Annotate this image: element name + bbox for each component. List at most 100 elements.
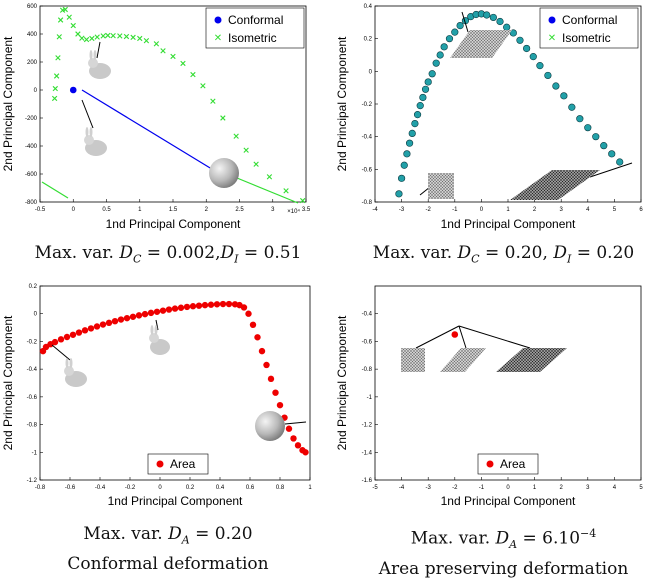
x-axis-label: 1nd Principal Component (108, 494, 243, 508)
data-point-conformal (608, 150, 616, 158)
data-point-area (219, 300, 227, 308)
data-point-conformal (600, 142, 608, 150)
x-axis-label: 1nd Principal Component (441, 494, 576, 508)
data-point-isometric (170, 53, 176, 60)
x-tick-label: 2 (205, 207, 209, 213)
x-tick-label: 0 (506, 485, 510, 491)
y-axis-label: 2nd Principal Component (1, 315, 15, 450)
x-tick-label: 3 (271, 207, 275, 213)
data-point-isometric (117, 33, 123, 39)
y-tick-label: -0.4 (362, 135, 373, 141)
data-point-conformal (428, 70, 436, 78)
data-point-conformal (424, 78, 432, 86)
data-point-isometric (105, 32, 111, 39)
data-point-isometric (180, 60, 186, 67)
data-point-isometric (94, 34, 100, 40)
data-point-conformal (416, 102, 424, 110)
bunny-illustration (149, 325, 170, 355)
data-point-area (141, 310, 149, 318)
panel-bottom-left: -0.8 -0.6 -0.4 -0.2 0 0.2 0.4 0.6 0.8 1 0.2 0 -0.2 -0… (1, 284, 312, 508)
y-tick-label: -1.4 (362, 450, 373, 456)
y-tick-label: -0.2 (27, 339, 38, 345)
data-point-area (272, 389, 279, 396)
data-point-conformal (483, 11, 491, 19)
data-point-isometric (57, 17, 64, 23)
connector-line (415, 325, 460, 349)
data-point-conformal (552, 82, 560, 90)
x-tick-label: 0.6 (246, 485, 255, 491)
legend: Area (147, 453, 209, 475)
data-point-conformal (395, 190, 403, 198)
data-point-area (183, 303, 191, 311)
data-marks (451, 331, 459, 338)
y-axis-label: 2nd Principal Component (335, 315, 349, 450)
data-point-conformal (456, 22, 464, 30)
data-marks (51, 6, 306, 204)
data-point-isometric (62, 6, 68, 13)
y-tick-label: -600 (25, 172, 38, 178)
data-point-isometric (83, 36, 90, 43)
data-point-area (93, 323, 101, 330)
x-tick-label: -1 (452, 207, 458, 213)
y-tick-label: -0.6 (362, 339, 373, 345)
data-marks (395, 10, 624, 198)
data-point-area (111, 317, 119, 325)
x-tick-label: 1 (506, 207, 510, 213)
data-point-conformal (440, 43, 448, 51)
x-tick-label: -0.5 (35, 207, 46, 213)
caption-bottom-left: Max. var. DA = 0.20 Conformal deformatio… (67, 524, 269, 575)
connector-line (96, 41, 101, 59)
data-point-isometric (51, 95, 58, 102)
y-tick-label: 600 (27, 4, 38, 10)
connector-line (51, 344, 71, 361)
data-point-area (99, 321, 107, 328)
y-tick-label: -400 (25, 144, 38, 150)
x-tick-label: -4 (399, 485, 405, 491)
data-point-area (135, 312, 143, 319)
data-point-conformal (576, 115, 584, 123)
x-axis-label: 1nd Principal Component (441, 217, 576, 231)
x-exponent-label: ×10⁴ (287, 208, 300, 215)
data-point-conformal (403, 150, 411, 158)
x-tick-label: 1.5 (169, 207, 178, 213)
legend-entry-area: Area (170, 457, 196, 471)
y-tick-label: 0 (34, 312, 38, 318)
legend-marker-area (156, 460, 164, 468)
data-point-area (165, 306, 173, 313)
axis-ticks: -0.8 -0.6 -0.4 -0.2 0 0.2 0.4 0.6 0.8 1 0.2 0 -0.2 -0… (27, 284, 313, 491)
bunny-illustration (88, 50, 111, 79)
legend-marker-isometric: ✕ (548, 33, 556, 44)
data-point-area (213, 301, 221, 308)
data-point-isometric (253, 161, 259, 167)
y-axis-label: 2nd Principal Component (1, 36, 15, 171)
y-tick-label: -0.8 (362, 367, 373, 373)
data-point-conformal (560, 92, 568, 100)
x-tick-label: 6 (639, 207, 643, 213)
data-point-conformal (536, 62, 544, 70)
x-tick-label: -0.6 (65, 485, 76, 491)
data-point-conformal (408, 129, 416, 137)
y-tick-label: 0.2 (364, 37, 373, 43)
data-point-area (69, 331, 77, 338)
x-tick-label: 1 (138, 207, 142, 213)
x-tick-label: 2 (560, 485, 564, 491)
data-point-area (57, 336, 65, 343)
data-point-conformal (445, 35, 454, 43)
x-tick-label: -2 (426, 207, 432, 213)
y-tick-label: -0.2 (362, 102, 373, 108)
connector-line (284, 421, 307, 425)
data-point-area (63, 333, 71, 341)
data-point-area (189, 303, 197, 310)
data-point-isometric (210, 98, 216, 104)
data-point-conformal (411, 119, 419, 128)
data-point-area (245, 310, 252, 317)
x-tick-label: 0.8 (276, 485, 285, 491)
data-point-area (171, 305, 179, 312)
x-tick-label: 3 (586, 485, 590, 491)
x-tick-label: 5 (639, 485, 643, 491)
data-point-area (249, 321, 257, 328)
y-tick-label: -0.8 (27, 423, 38, 429)
x-tick-label: 3 (560, 207, 564, 213)
data-point-area (129, 313, 137, 320)
y-tick-label: -1.2 (27, 478, 38, 484)
